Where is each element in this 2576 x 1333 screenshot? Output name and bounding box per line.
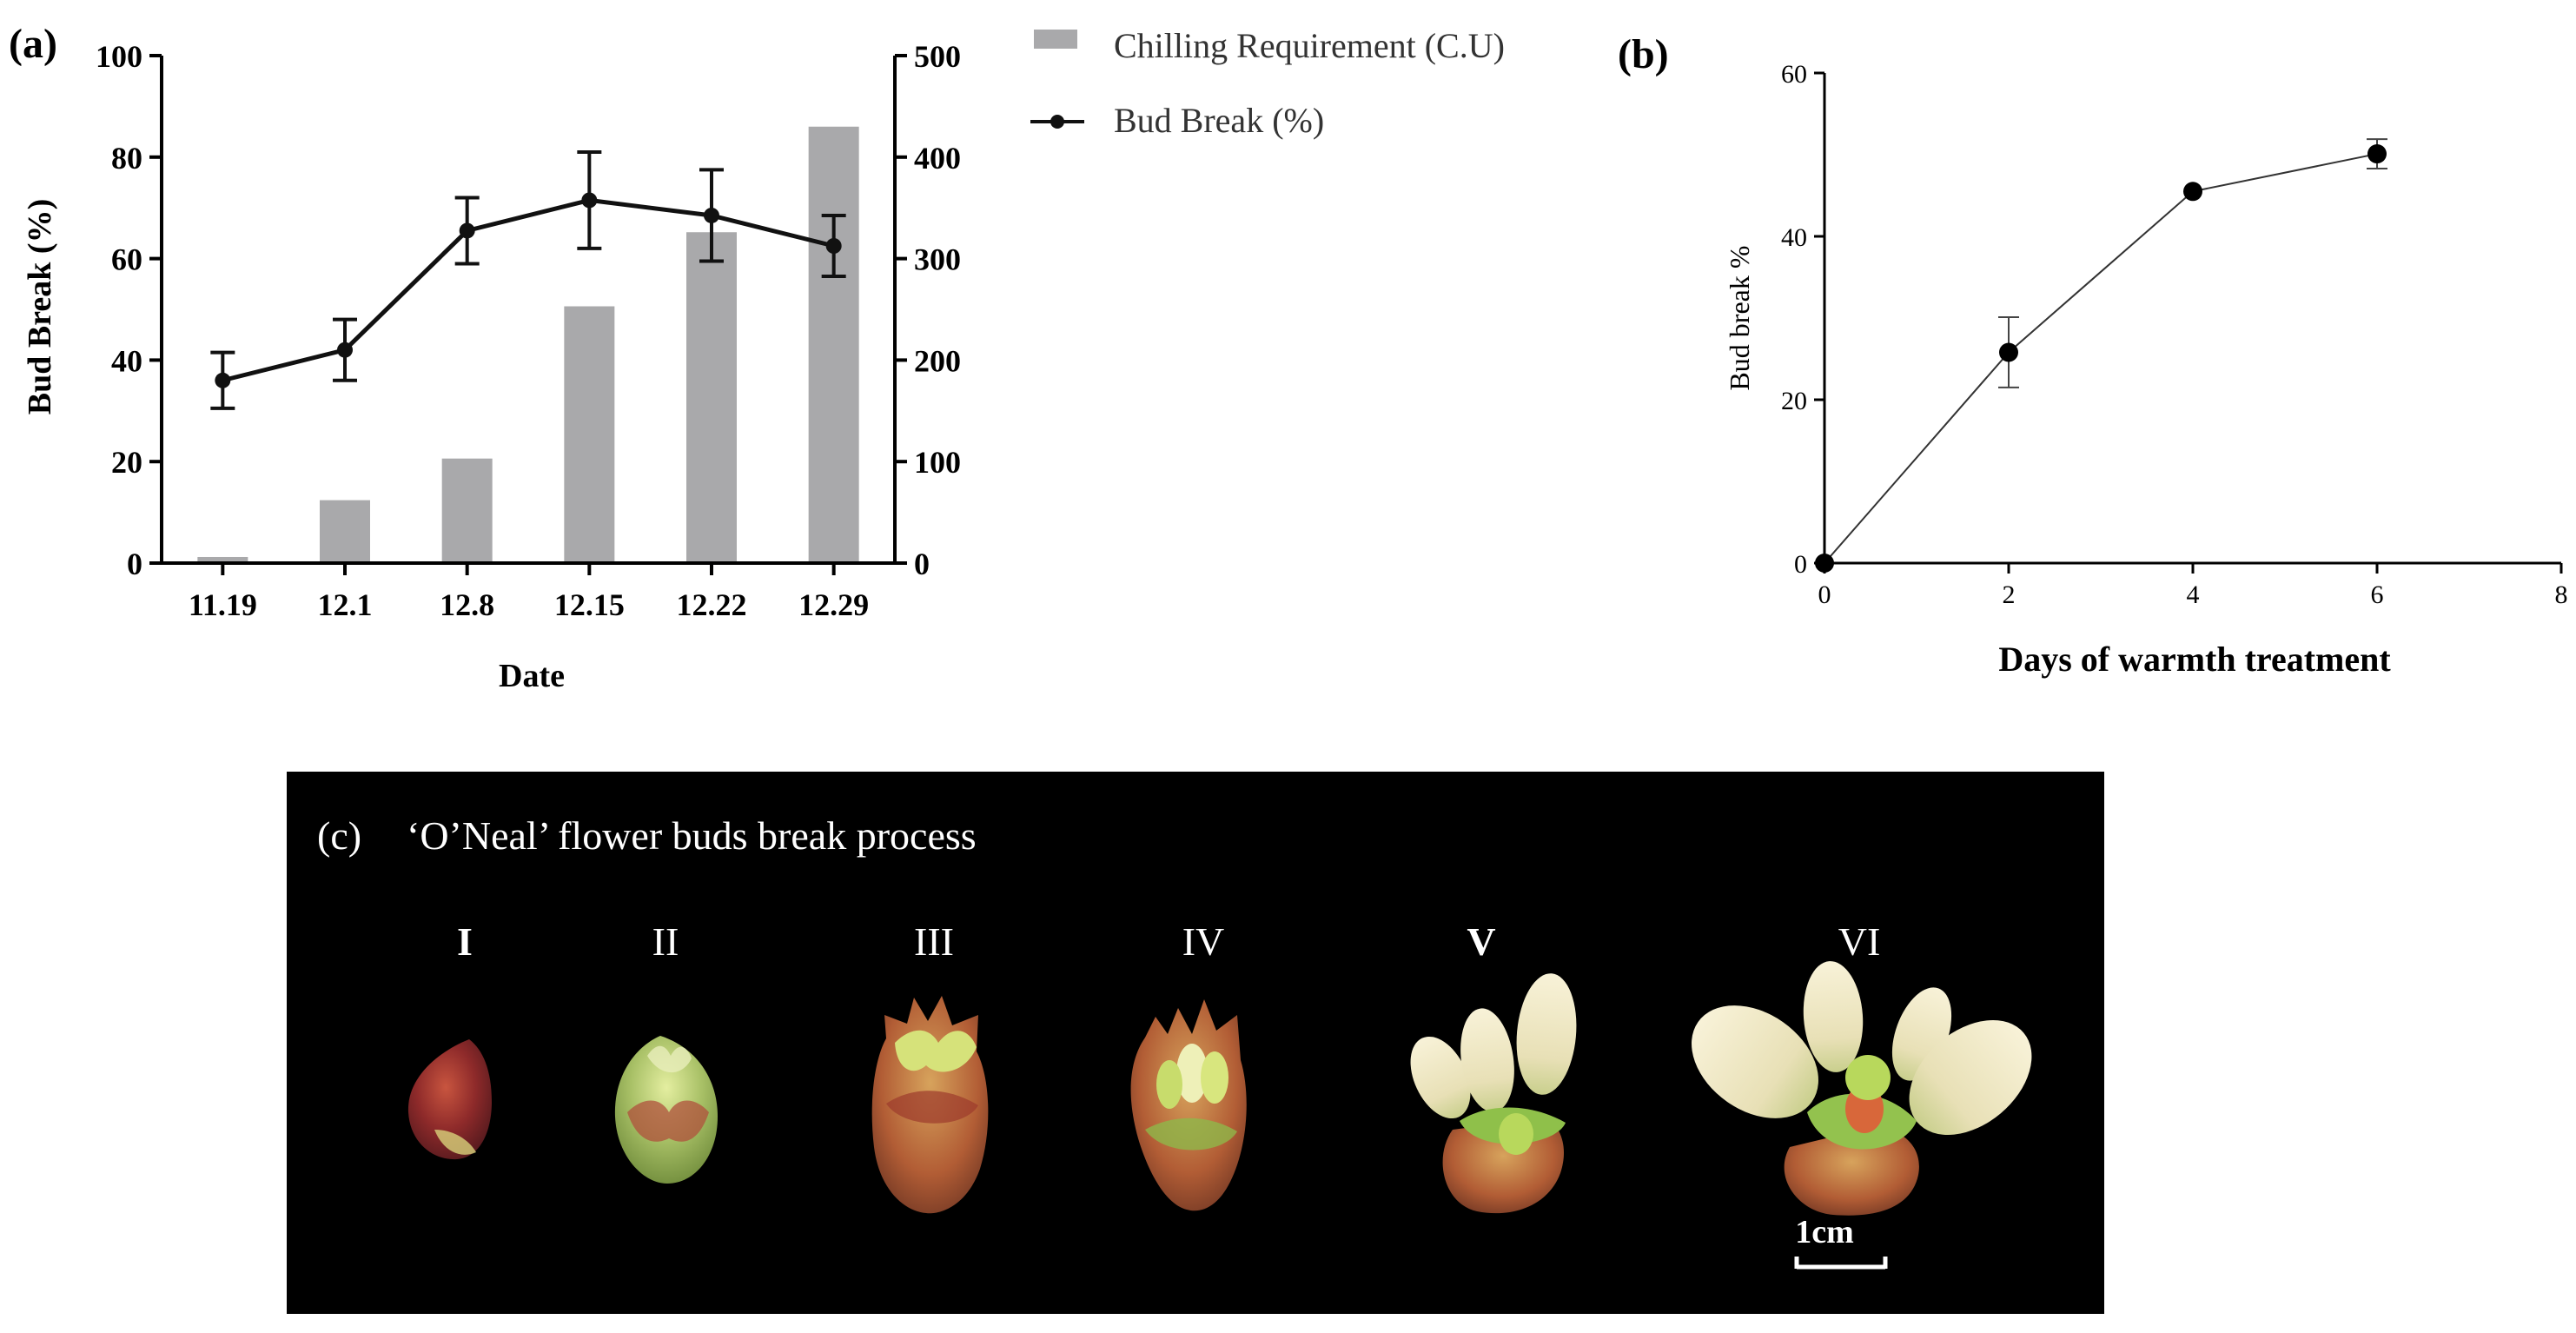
- flower-bud-stage-V: [1410, 973, 1577, 1214]
- panel-a-x-tick-label: 12.15: [554, 587, 625, 622]
- flower-bud-stage-III: [871, 996, 989, 1214]
- panel-b-y-tick-label: 60: [1781, 60, 1807, 89]
- panel-a-right-tick-label: 100: [914, 445, 961, 480]
- bud-break-point-12.15: [581, 192, 598, 209]
- panel-a-left-tick-label: 40: [111, 343, 142, 378]
- panel-a-right-tick-label: 200: [914, 343, 961, 378]
- bar-chilling-12.8: [441, 458, 493, 563]
- bud-break-point-11.19: [215, 372, 231, 388]
- warmth-point-day-6: [2367, 144, 2387, 164]
- panel-a-left-tick-label: 0: [127, 547, 142, 581]
- panel-c-label: (c): [317, 813, 361, 858]
- panel-a-left-tick-label: 20: [111, 445, 142, 480]
- scale-bar: 1cm: [1794, 1214, 1888, 1270]
- panel-b-x-tick-label: 0: [1818, 580, 1831, 609]
- panel-a-x-tick-label: 12.22: [677, 587, 747, 622]
- panel-c-title: ‘O’Neal’ flower buds break process: [407, 813, 977, 858]
- bar-chilling-11.19: [197, 556, 248, 563]
- panel-a-legend: Chilling Requirement (C.U) Bud Break (%): [1030, 26, 1505, 140]
- stage-label-III: III: [914, 919, 954, 964]
- bud-break-point-12.29: [825, 238, 842, 254]
- panel-a-x-tick-label: 12.8: [440, 587, 494, 622]
- panel-a-right-tick-label: 400: [914, 141, 961, 176]
- flower-bud-stage-I: [407, 1039, 492, 1160]
- panel-a-x-tick-label: 12.1: [318, 587, 373, 622]
- bar-chilling-12.1: [320, 500, 370, 563]
- panel-a-label: (a): [9, 21, 57, 67]
- scale-bar-label: 1cm: [1795, 1214, 1854, 1250]
- panel-a-right-tick-label: 0: [914, 547, 930, 581]
- panel-b-y-tick-label: 20: [1781, 387, 1807, 415]
- panel-b-x-tick-label: 2: [2003, 580, 2016, 609]
- bar-chilling-12.22: [686, 232, 737, 563]
- warmth-point-day-4: [2183, 182, 2202, 202]
- panel-a-left-tick-label: 80: [111, 141, 142, 176]
- panel-b-y-tick-label: 40: [1781, 223, 1807, 252]
- panel-b-x-tick-label: 6: [2371, 580, 2384, 609]
- bar-chilling-12.29: [808, 126, 859, 563]
- panel-a-y-axis-title: Bud Break (%): [22, 199, 58, 414]
- legend-bar-swatch: [1034, 30, 1077, 49]
- bud-break-point-12.8: [459, 222, 475, 239]
- panel-b-x-axis-title: Days of warmth treatment: [1998, 640, 2391, 679]
- stage-label-II: II: [652, 919, 679, 964]
- stage-label-VI: VI: [1838, 919, 1881, 964]
- panel-a-chart: (a) 0 20 40 60 80 100 0 100 200 300 400 500 11.19 12.…: [9, 21, 1505, 694]
- panel-b-x-tick-label: 4: [2187, 580, 2200, 609]
- panel-b-y-tick-label: 0: [1794, 550, 1807, 579]
- flower-bud-stage-VI: [1692, 961, 2032, 1216]
- panel-a-right-tick-label: 500: [914, 39, 961, 74]
- panel-a-left-tick-label: 100: [96, 39, 142, 74]
- warmth-point-day-2: [1999, 342, 2018, 362]
- panel-b-label: (b): [1618, 31, 1669, 77]
- stage-label-V: V: [1467, 919, 1495, 964]
- panel-b-x-tick-label: 8: [2555, 580, 2568, 609]
- panel-a-x-tick-label: 11.19: [189, 587, 257, 622]
- bud-break-line: [222, 197, 835, 383]
- legend-bar-label: Chilling Requirement (C.U): [1114, 26, 1505, 65]
- panel-b-y-axis-title: Bud break %: [1724, 245, 1755, 390]
- panel-a-x-axis-title: Date: [499, 658, 565, 694]
- stage-label-IV: IV: [1182, 919, 1225, 964]
- panel-a-left-tick-label: 60: [111, 242, 142, 277]
- bud-break-point-12.22: [704, 207, 719, 223]
- legend-line-label: Bud Break (%): [1114, 101, 1324, 140]
- bar-chilling-12.15: [564, 306, 615, 563]
- flower-bud-stage-IV: [1130, 999, 1247, 1211]
- warmth-point-day-0: [1815, 554, 1834, 573]
- stage-label-I: I: [457, 919, 473, 964]
- legend-line-marker: [1050, 115, 1064, 129]
- panel-c-photo: (c) ‘O’Neal’ flower buds break process I…: [287, 772, 2104, 1314]
- flower-bud-stage-II: [614, 1036, 718, 1184]
- panel-a-x-tick-label: 12.29: [798, 587, 869, 622]
- warmth-bud-break-line: [1824, 153, 2378, 564]
- panel-a-right-tick-label: 300: [914, 242, 961, 277]
- bud-break-point-12.1: [337, 342, 353, 358]
- panel-b-chart: (b) 0 20 40 60 0 2 4 6 8 Bud break % Days of war…: [1618, 31, 2568, 679]
